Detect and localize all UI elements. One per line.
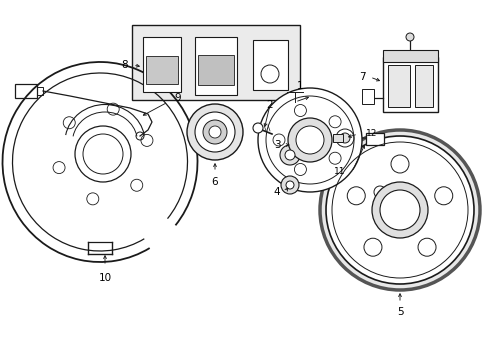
Circle shape bbox=[281, 176, 298, 194]
Circle shape bbox=[287, 118, 331, 162]
Circle shape bbox=[390, 155, 408, 173]
Bar bbox=[142, 37, 181, 92]
Circle shape bbox=[346, 187, 365, 205]
Circle shape bbox=[295, 126, 324, 154]
Text: 4: 4 bbox=[273, 187, 280, 197]
Text: 8: 8 bbox=[122, 60, 128, 70]
Bar bbox=[37, 87, 43, 95]
Text: 11: 11 bbox=[334, 167, 345, 176]
Text: 7: 7 bbox=[358, 72, 365, 82]
Bar bbox=[195, 37, 237, 95]
Bar bbox=[252, 40, 287, 90]
Circle shape bbox=[328, 152, 341, 164]
Circle shape bbox=[186, 104, 243, 160]
Circle shape bbox=[379, 190, 419, 230]
Circle shape bbox=[373, 186, 385, 198]
Text: 10: 10 bbox=[98, 273, 111, 283]
Circle shape bbox=[208, 126, 221, 138]
Text: 3: 3 bbox=[273, 140, 280, 150]
Bar bbox=[146, 56, 178, 84]
Circle shape bbox=[280, 145, 299, 165]
Circle shape bbox=[294, 104, 306, 117]
Circle shape bbox=[294, 163, 306, 175]
Text: 5: 5 bbox=[396, 307, 403, 317]
Circle shape bbox=[328, 116, 341, 128]
Bar bbox=[15, 84, 37, 98]
Bar bbox=[382, 57, 437, 112]
Bar bbox=[365, 133, 383, 145]
Circle shape bbox=[258, 88, 361, 192]
Bar bbox=[332, 134, 342, 142]
Text: 12: 12 bbox=[366, 130, 377, 139]
Circle shape bbox=[371, 182, 427, 238]
Circle shape bbox=[195, 112, 235, 152]
Circle shape bbox=[363, 238, 381, 256]
Circle shape bbox=[339, 133, 349, 143]
Circle shape bbox=[434, 187, 452, 205]
Bar bbox=[414, 65, 432, 107]
Circle shape bbox=[417, 238, 435, 256]
Bar bbox=[132, 25, 299, 100]
Bar bbox=[198, 55, 234, 85]
Text: 9: 9 bbox=[174, 93, 181, 103]
Bar bbox=[387, 65, 409, 107]
Circle shape bbox=[319, 130, 479, 290]
Text: 6: 6 bbox=[211, 177, 218, 187]
Circle shape bbox=[252, 123, 263, 133]
Circle shape bbox=[325, 136, 473, 284]
Circle shape bbox=[405, 33, 413, 41]
Circle shape bbox=[272, 134, 285, 146]
Text: 1: 1 bbox=[296, 81, 303, 91]
Bar bbox=[361, 89, 373, 104]
Circle shape bbox=[285, 181, 293, 189]
Text: 2: 2 bbox=[266, 100, 273, 110]
Circle shape bbox=[285, 150, 294, 160]
Circle shape bbox=[317, 134, 325, 142]
Circle shape bbox=[203, 120, 226, 144]
Bar bbox=[382, 50, 437, 62]
